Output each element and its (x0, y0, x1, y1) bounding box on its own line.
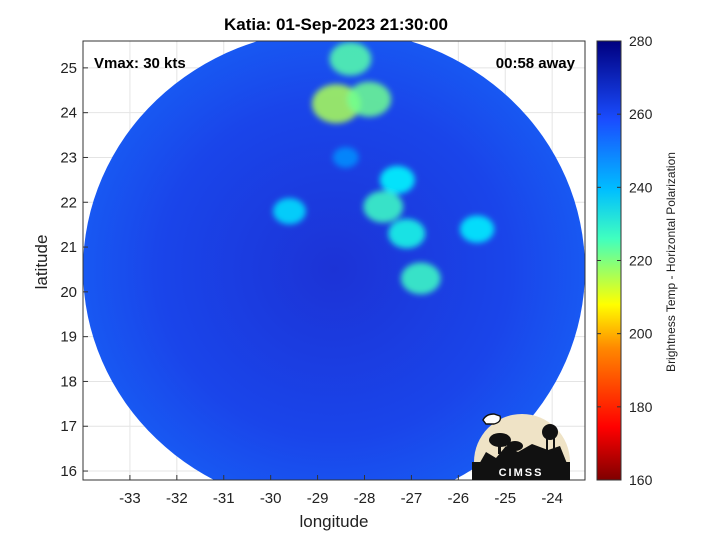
convective-feature (329, 42, 372, 76)
colorbar-tick-label: 220 (629, 253, 653, 269)
colorbar-tick-label: 280 (629, 33, 653, 49)
x-tick-label: -31 (213, 490, 235, 507)
x-tick-label: -26 (447, 490, 469, 507)
convective-feature (347, 81, 392, 117)
y-tick-label: 17 (60, 418, 77, 435)
colorbar-tick-label: 200 (629, 326, 653, 342)
x-tick-label: -30 (260, 490, 282, 507)
y-tick-label: 18 (60, 373, 77, 390)
y-tick-label: 16 (60, 463, 77, 480)
x-tick-label: -28 (354, 490, 376, 507)
cimss-logo: CIMSS (472, 413, 570, 480)
convective-feature (388, 218, 426, 249)
x-tick-label: -32 (166, 490, 188, 507)
vmax-annotation: Vmax: 30 kts (94, 55, 186, 72)
y-tick-label: 23 (60, 149, 77, 166)
y-tick-label: 24 (60, 105, 77, 122)
x-tick-label: -25 (494, 490, 516, 507)
y-tick-label: 25 (60, 60, 77, 77)
convective-feature (379, 165, 415, 194)
y-axis-label: latitude (32, 235, 51, 290)
colorbar-ticks: 280 260 240 220 200 180 160 (597, 33, 653, 488)
brightness-temp-swath (83, 41, 585, 480)
x-axis-label: longitude (299, 512, 368, 531)
convective-feature (363, 190, 404, 223)
x-tick-label: -29 (307, 490, 329, 507)
colorbar-tick-label: 160 (629, 472, 653, 488)
x-tick-label: -24 (541, 490, 563, 507)
cimss-logo-text: CIMSS (499, 467, 544, 479)
y-tick-label: 20 (60, 284, 77, 301)
colorbar-label: Brightness Temp - Horizontal Polarizatio… (664, 152, 678, 372)
convective-features (273, 42, 495, 295)
time-away-annotation: 00:58 away (496, 55, 576, 72)
convective-feature (459, 215, 495, 243)
x-tick-label: -33 (119, 490, 141, 507)
x-axis-ticks: -33 -32 -31 -30 -29 -28 -27 -26 -25 -24 (119, 475, 563, 507)
y-tick-label: 22 (60, 194, 77, 211)
convective-feature (332, 147, 359, 168)
convective-feature (400, 262, 441, 295)
y-axis-ticks: 16 17 18 19 20 21 22 23 24 25 (60, 60, 88, 480)
colorbar-tick-label: 180 (629, 399, 653, 415)
y-tick-label: 21 (60, 239, 77, 256)
plot-frame (82, 40, 586, 481)
x-tick-label: -27 (401, 490, 423, 507)
chart-title: Katia: 01-Sep-2023 21:30:00 (224, 15, 448, 34)
y-tick-label: 19 (60, 329, 77, 346)
colorbar-tick-label: 240 (629, 179, 653, 195)
colorbar-tick-label: 260 (629, 106, 653, 122)
convective-feature (273, 198, 306, 225)
